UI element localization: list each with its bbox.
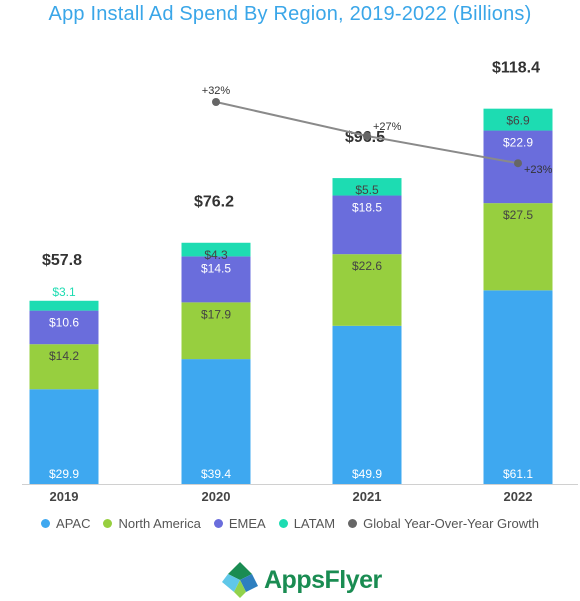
bar-emea-2021	[332, 195, 402, 255]
bar-apac-2019	[29, 389, 99, 484]
growth-label-2022: +23%	[524, 164, 553, 176]
data-label-apac-2021: $49.9	[352, 467, 382, 481]
bar-emea-2019	[29, 310, 99, 345]
totals-layer: $57.8$76.2$96.5$118.4	[42, 60, 540, 269]
chart-title: App Install Ad Spend By Region, 2019-202…	[48, 3, 532, 25]
data-label-north-america-2020: $17.9	[201, 307, 231, 321]
legend-swatch	[213, 519, 223, 528]
x-tick-label-2022: 2022	[504, 489, 533, 504]
data-label-latam-2020: $4.3	[204, 248, 228, 262]
legend-label: APAC	[56, 516, 91, 531]
bar-emea-2020	[181, 256, 251, 303]
chart-canvas: $29.9 $14.2 $10.6 $3.1 $39.4 $17.9 $14.5$4.3 $4…	[22, 60, 578, 504]
data-label-apac-2019: $29.9	[49, 467, 79, 481]
data-label-latam-2019: $3.1	[52, 285, 76, 299]
legend-label: EMEA	[228, 516, 266, 531]
bar-apac-2022	[483, 290, 553, 484]
data-label-emea-2019: $10.6	[49, 316, 79, 330]
legend-swatch	[103, 519, 113, 528]
x-tick-label-2021: 2021	[353, 489, 382, 504]
legend-label: LATAM	[293, 516, 336, 531]
bars-layer: $29.9 $14.2 $10.6 $3.1 $39.4 $17.9 $14.5$4.3 $4…	[29, 108, 553, 484]
data-label-apac-2022: $61.1	[503, 467, 533, 481]
bar-north-america-2019	[29, 344, 99, 390]
total-label-2019: $57.8	[42, 252, 82, 269]
x-tick-label-2019: 2019	[50, 489, 79, 504]
growth-layer: +32% +27% +23%	[202, 85, 553, 176]
data-label-emea-2022: $22.9	[503, 136, 533, 150]
data-label-emea-2021: $18.5	[352, 201, 382, 215]
bar-latam-2020	[181, 242, 251, 257]
legend-item-north-america: North America	[103, 516, 201, 531]
data-label-north-america-2019: $14.2	[49, 349, 79, 363]
growth-point-2020	[212, 98, 220, 106]
legend-label: Global Year-Over-Year Growth	[363, 516, 539, 531]
bar-north-america-2022	[483, 203, 553, 291]
bar-north-america-2021	[332, 254, 402, 326]
legend-swatch	[278, 519, 288, 528]
data-label-emea-2020: $14.5	[201, 261, 231, 275]
data-label-latam-2021: $5.5	[355, 183, 379, 197]
legend-item-global-year-over-year-growth: Global Year-Over-Year Growth	[348, 516, 539, 531]
data-label-apac-2020: $39.4	[201, 467, 231, 481]
growth-label-2020: +32%	[202, 85, 231, 97]
appsflyer-logo-icon	[222, 562, 258, 598]
legend-swatch	[41, 519, 51, 528]
appsflyer-logo: AppsFlyer	[220, 560, 382, 600]
bar-apac-2021	[332, 325, 402, 484]
total-label-2020: $76.2	[194, 193, 234, 210]
bar-latam-2022	[483, 108, 553, 131]
x-axis: 2019 2020 2021 2022	[22, 484, 578, 504]
legend-label: North America	[118, 516, 201, 531]
legend-item-emea: EMEA	[213, 516, 266, 531]
growth-label-2021: +27%	[373, 121, 402, 133]
growth-point-2022	[514, 159, 522, 168]
data-label-north-america-2022: $27.5	[503, 208, 533, 222]
appsflyer-logo-text: AppsFlyer	[264, 565, 382, 594]
bar-north-america-2020	[181, 302, 251, 360]
bar-apac-2020	[181, 359, 251, 484]
bar-latam-2019	[29, 300, 99, 311]
x-tick-label-2020: 2020	[202, 489, 231, 504]
data-label-north-america-2021: $22.6	[352, 259, 382, 273]
total-label-2022: $118.4	[492, 60, 540, 77]
legend-item-latam: LATAM	[278, 516, 336, 531]
legend-swatch	[348, 519, 358, 528]
growth-point-2021	[363, 132, 371, 140]
legend-item-apac: APAC	[41, 516, 90, 531]
bar-latam-2021	[332, 178, 402, 196]
data-label-latam-2022: $6.9	[506, 114, 530, 128]
legend: APAC North America EMEA LATAM Global Year-Ov…	[0, 516, 580, 531]
